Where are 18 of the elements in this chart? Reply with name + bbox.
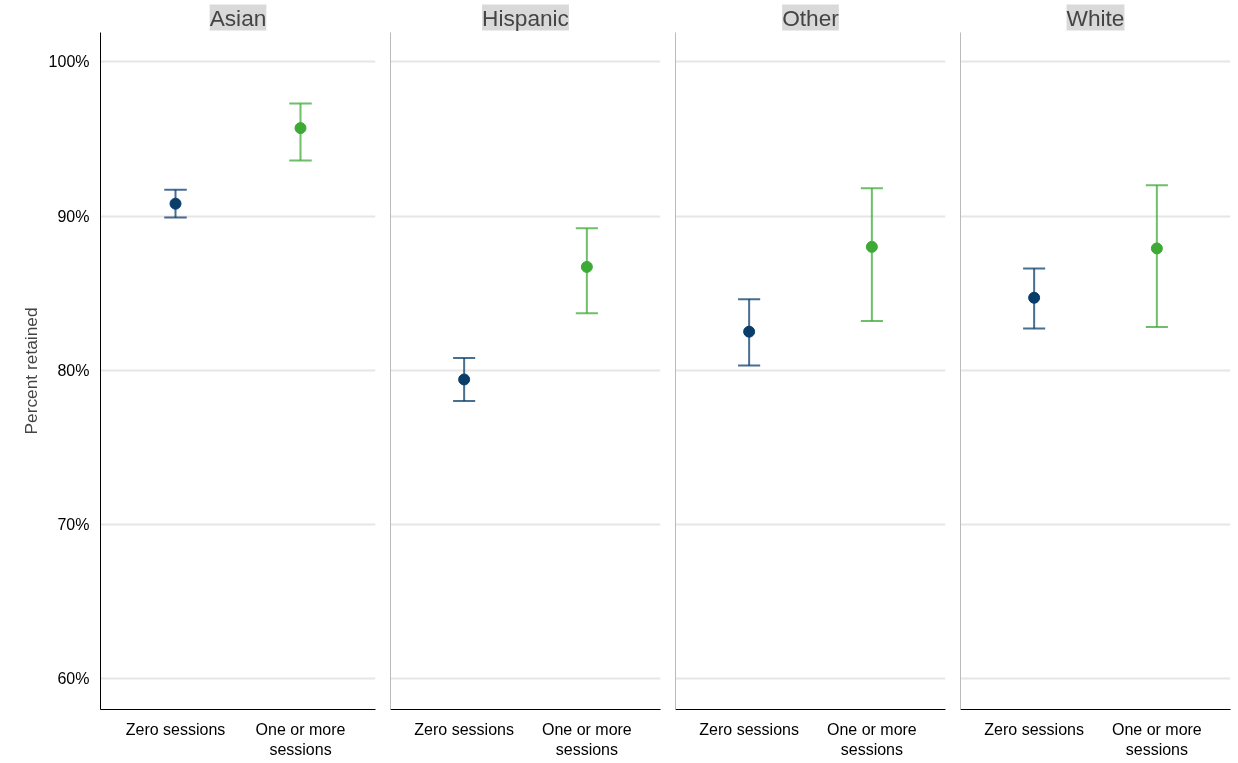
x-tick-label: One or more sessions — [541, 720, 632, 758]
x-tick-label: One or more sessions — [1111, 720, 1202, 758]
y-axis-title: Percent retained — [20, 307, 41, 435]
y-tick-label: 70% — [57, 515, 90, 533]
chart-title: Other — [782, 4, 840, 31]
y-tick-label: 60% — [57, 670, 90, 688]
chart-title: Hispanic — [482, 4, 569, 31]
x-tick-label: Zero sessions — [699, 720, 799, 738]
y-tick-label: 100% — [48, 53, 90, 71]
y-tick-label: 90% — [57, 207, 90, 225]
x-tick-label: Zero sessions — [984, 720, 1084, 738]
x-tick-label: Zero sessions — [414, 720, 514, 738]
chart-title: Asian — [209, 4, 267, 31]
chart-title: White — [1066, 4, 1125, 31]
x-tick-label: Zero sessions — [125, 720, 226, 738]
y-tick-label: 80% — [57, 361, 90, 379]
x-tick-label: One or more sessions — [255, 720, 346, 758]
x-tick-label: One or more sessions — [826, 720, 917, 758]
